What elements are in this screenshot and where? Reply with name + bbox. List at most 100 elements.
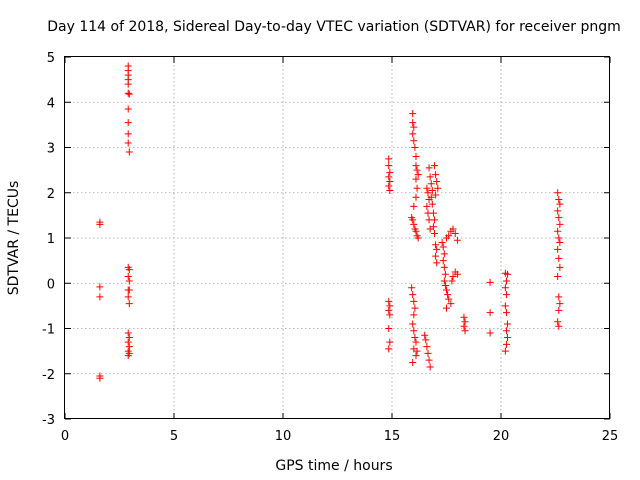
data-point	[426, 173, 434, 181]
data-point	[96, 374, 104, 382]
data-point	[124, 89, 132, 97]
data-point	[423, 202, 431, 210]
data-point	[412, 338, 420, 346]
data-point	[409, 119, 417, 127]
data-point	[386, 302, 394, 310]
x-tick-label: 0	[61, 429, 69, 444]
data-point	[445, 232, 453, 240]
data-point	[501, 284, 509, 292]
y-tick-label: -1	[42, 323, 55, 338]
data-point	[502, 327, 510, 335]
data-point	[414, 171, 422, 179]
data-point	[445, 295, 453, 303]
data-point	[501, 347, 509, 355]
data-point	[555, 293, 563, 301]
data-point	[422, 336, 430, 344]
data-point	[410, 327, 418, 335]
data-point	[431, 229, 439, 237]
data-point	[449, 272, 457, 280]
data-point	[432, 241, 440, 249]
data-point	[425, 164, 433, 172]
y-axis-label: SDTVAR / TECUs	[6, 181, 22, 296]
data-point	[125, 343, 133, 351]
data-point	[412, 175, 420, 183]
data-point	[386, 168, 394, 176]
data-point	[385, 155, 393, 163]
data-point	[486, 278, 494, 286]
data-point	[409, 110, 417, 118]
data-point	[460, 313, 468, 321]
data-point	[451, 229, 459, 237]
data-point	[385, 162, 393, 170]
y-tick-label: 1	[47, 232, 55, 247]
data-point	[421, 331, 429, 339]
y-tick-label: -2	[42, 368, 55, 383]
data-point	[125, 90, 133, 98]
data-point	[502, 277, 510, 285]
data-point	[554, 207, 562, 215]
data-point	[427, 193, 435, 201]
data-point	[554, 189, 562, 197]
axis-ticks	[64, 56, 611, 420]
data-point	[409, 358, 417, 366]
data-point	[125, 334, 133, 342]
data-point	[556, 263, 564, 271]
data-point	[433, 245, 441, 253]
data-point	[433, 259, 441, 267]
data-point	[125, 148, 133, 156]
x-tick-labels: 0 5 10 15 20 25	[61, 429, 618, 444]
data-point	[385, 345, 393, 353]
data-point	[409, 216, 417, 224]
data-point	[433, 177, 441, 185]
data-point	[444, 291, 452, 299]
data-point	[124, 119, 132, 127]
data-point	[386, 177, 394, 185]
data-point	[386, 311, 394, 319]
data-point	[410, 202, 418, 210]
data-point	[124, 139, 132, 147]
y-tick-label: 5	[47, 51, 55, 66]
data-point	[453, 270, 461, 278]
x-tick-label: 5	[170, 429, 178, 444]
y-tick-labels: -3 -2 -1 0 1 2 3 4 5	[42, 51, 55, 428]
data-point	[411, 144, 419, 151]
data-point	[96, 220, 104, 228]
y-tick-label: 3	[47, 142, 55, 157]
data-point	[408, 284, 416, 292]
data-point	[411, 304, 419, 312]
data-point	[486, 309, 494, 317]
data-point	[555, 196, 563, 204]
data-point	[125, 286, 133, 294]
data-point	[428, 200, 436, 208]
data-point	[424, 349, 432, 357]
data-point	[426, 363, 434, 371]
data-point	[413, 166, 421, 174]
data-points	[96, 62, 564, 382]
data-point	[409, 130, 417, 138]
data-point	[501, 302, 509, 310]
chart-title: Day 114 of 2018, Sidereal Day-to-day VTE…	[47, 19, 621, 35]
data-point	[453, 236, 461, 244]
x-tick-label: 20	[493, 429, 510, 444]
y-tick-label: -3	[42, 413, 55, 428]
data-point	[423, 343, 431, 351]
data-point	[556, 300, 564, 308]
data-point	[556, 239, 564, 247]
data-point	[427, 180, 435, 188]
data-point	[124, 80, 132, 88]
data-point	[124, 329, 132, 337]
data-point	[431, 162, 439, 170]
data-point	[440, 250, 448, 258]
data-point	[555, 214, 563, 222]
data-point	[554, 272, 562, 280]
data-point	[556, 200, 564, 208]
y-tick-label: 2	[47, 187, 55, 202]
data-point	[554, 227, 562, 235]
data-point	[447, 300, 455, 308]
data-point	[555, 254, 563, 262]
data-point	[486, 329, 494, 337]
data-point	[554, 318, 562, 326]
data-point	[555, 306, 563, 314]
data-point	[410, 220, 418, 228]
